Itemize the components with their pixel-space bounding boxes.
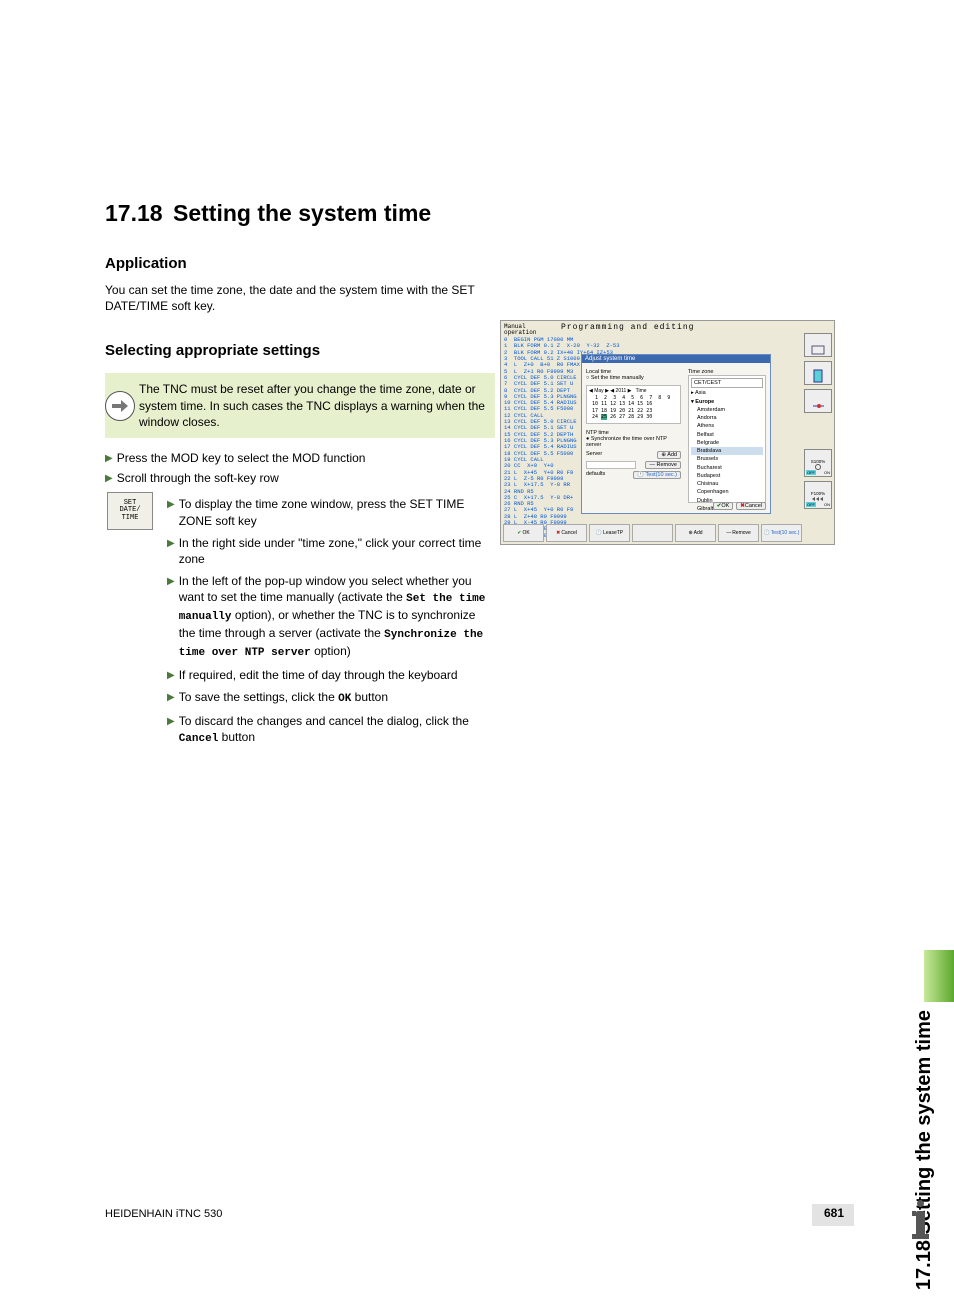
step-text: In the left of the pop-up window you sel… xyxy=(179,573,493,661)
softkey-set-date-time[interactable]: SET DATE/ TIME xyxy=(107,492,153,530)
fig-softkey[interactable]: ✔OK xyxy=(503,524,544,542)
application-text: You can set the time zone, the date and … xyxy=(105,282,485,314)
triangle-icon: ▶ xyxy=(167,691,175,705)
rc-box[interactable] xyxy=(804,389,832,413)
step-text: Press the MOD key to select the MOD func… xyxy=(117,450,366,466)
fig-ntp-section: NTP time ● Synchronize the time over NTP… xyxy=(586,430,681,477)
cancel-button[interactable]: ✖Cancel xyxy=(736,502,766,510)
step-item: ▶ To discard the changes and cancel the … xyxy=(167,713,493,747)
fig-title: Programming and editing xyxy=(561,323,694,332)
rc-box[interactable] xyxy=(804,361,832,385)
arrow-right-icon xyxy=(105,391,135,421)
step-text: In the right side under "time zone," cli… xyxy=(179,535,493,567)
note-text: The TNC must be reset after you change t… xyxy=(135,373,495,438)
triangle-icon: ▶ xyxy=(167,715,175,729)
fig-popup-title: Adjust system time xyxy=(582,355,770,363)
fig-right-sidebar: S100% OFFON F100% OFFON xyxy=(804,333,832,509)
step-text: Scroll through the soft-key row xyxy=(117,470,279,486)
remove-button[interactable]: — Remove xyxy=(645,461,681,469)
fig-calendar[interactable]: ◀ May ▶ ◀ 2011 ▶ Time 1 2 3 4 5 6 7 8 9 … xyxy=(586,385,681,424)
footer-page-number: 681 xyxy=(824,1206,844,1220)
rc-box[interactable] xyxy=(804,333,832,357)
step-item: ▶ In the left of the pop-up window you s… xyxy=(167,573,493,661)
triangle-icon: ▶ xyxy=(167,498,175,512)
triangle-icon: ▶ xyxy=(167,537,175,551)
step-item: ▶ In the right side under "time zone," c… xyxy=(167,535,493,567)
rc-slider-f[interactable]: F100% OFFON xyxy=(804,481,832,509)
fig-softkey[interactable]: 🕐LeaseTP xyxy=(589,524,630,542)
triangle-icon: ▶ xyxy=(105,452,113,466)
triangle-icon: ▶ xyxy=(167,575,175,589)
step-text: If required, edit the time of day throug… xyxy=(179,667,458,683)
screenshot-figure: Manual operation Programming and editing… xyxy=(500,320,835,545)
side-tab: 17.18 Setting the system time xyxy=(906,190,936,1010)
section-title: Setting the system time xyxy=(173,200,431,226)
fig-softkey[interactable] xyxy=(632,524,673,542)
ok-button[interactable]: ✔OK xyxy=(713,502,734,510)
fig-popup-left: Local time ○ Set the time manually ◀ May… xyxy=(586,369,681,479)
step-text: To display the time zone window, press t… xyxy=(179,496,493,528)
fig-popup-right: Time zone CET/CEST ▸ Asia ▾ Europe Amste… xyxy=(688,369,766,503)
step-item: ▶ To save the settings, click the OK but… xyxy=(167,689,493,707)
side-tab-text: 17.18 Setting the system time xyxy=(913,1010,936,1290)
step-text: To discard the changes and cancel the di… xyxy=(179,713,493,747)
step-item: ▶ To display the time zone window, press… xyxy=(167,496,493,528)
fig-softkey[interactable]: 🕐 Test(10 sec.) xyxy=(761,524,802,542)
popup-buttons: ✔OK ✖Cancel xyxy=(713,502,766,510)
triangle-icon: ▶ xyxy=(105,472,113,486)
info-icon xyxy=(896,1200,944,1248)
section-heading: 17.18 Setting the system time xyxy=(105,200,835,227)
fig-softkey-row: ✔OK ✖Cancel 🕐LeaseTP ⊕ Add — Remove 🕐 Te… xyxy=(503,524,802,542)
section-number: 17.18 xyxy=(105,200,163,226)
add-button[interactable]: ⊕ Add xyxy=(657,451,681,459)
fig-nc-code: 0 BEGIN PGM 17000 MM 1 BLK FORM 0.1 Z X-… xyxy=(504,337,584,539)
step-item: ▶ If required, edit the time of day thro… xyxy=(167,667,493,683)
note-box: The TNC must be reset after you change t… xyxy=(105,373,495,438)
footer-product: HEIDENHAIN iTNC 530 xyxy=(105,1208,222,1220)
test-button[interactable]: 🕐 Test(10 sec.) xyxy=(633,471,681,479)
steps-column: ▶ To display the time zone window, press… xyxy=(167,490,493,752)
fig-mode-label: Manual operation xyxy=(504,324,536,336)
note-icon-cell xyxy=(105,374,135,438)
fig-softkey[interactable]: — Remove xyxy=(718,524,759,542)
step-text: To save the settings, click the OK butto… xyxy=(179,689,388,707)
fig-softkey[interactable]: ✖Cancel xyxy=(546,524,587,542)
subheading-application: Application xyxy=(105,255,835,272)
triangle-icon: ▶ xyxy=(167,669,175,683)
timezone-list[interactable]: CET/CEST ▸ Asia ▾ Europe Amsterdam Andor… xyxy=(688,375,766,503)
fig-softkey[interactable]: ⊕ Add xyxy=(675,524,716,542)
rc-slider-s[interactable]: S100% OFFON xyxy=(804,449,832,477)
fig-popup: Adjust system time Local time ○ Set the … xyxy=(581,354,771,514)
softkey-line: TIME xyxy=(110,515,150,523)
